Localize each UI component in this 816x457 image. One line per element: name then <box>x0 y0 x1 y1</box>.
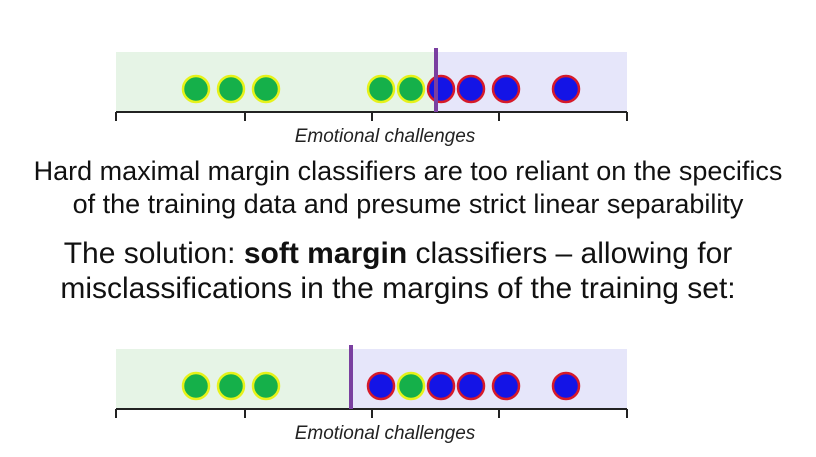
bottom-blue-point-2 <box>456 371 486 401</box>
bottom-blue-point-0 <box>366 371 396 401</box>
bottom-blue-point-1 <box>426 371 456 401</box>
bottom-green-point-1 <box>216 371 246 401</box>
top-axis-label: Emotional challenges <box>294 126 476 147</box>
bottom-blue-point-3 <box>491 371 521 401</box>
soft-prefix: The solution: <box>63 237 244 270</box>
top-classifier-diagram: Emotional challenges <box>0 48 816 158</box>
top-blue-point-1 <box>456 74 486 104</box>
top-blue-point-3 <box>551 74 581 104</box>
bottom-classifier-diagram: Emotional challenges <box>0 345 816 455</box>
top-blue-point-2 <box>491 74 521 104</box>
top-diagram-svg <box>115 48 628 121</box>
soft-margin-text-line-1: The solution: soft margin classifiers – … <box>0 237 806 271</box>
hard-margin-text-line-2: of the training data and presume strict … <box>72 189 744 219</box>
bottom-green-point-3 <box>396 371 426 401</box>
bottom-blue-region <box>351 349 627 409</box>
top-green-point-4 <box>396 74 426 104</box>
top-blue-point-0 <box>426 74 456 104</box>
bottom-green-point-2 <box>251 371 281 401</box>
soft-bold-term: soft margin <box>243 237 408 270</box>
top-green-point-3 <box>366 74 396 104</box>
top-green-point-0 <box>181 74 211 104</box>
bottom-blue-point-4 <box>551 371 581 401</box>
soft-margin-text-line-2: misclassifications in the margins of the… <box>60 272 736 305</box>
top-green-point-2 <box>251 74 281 104</box>
hard-margin-text-line-1: Hard maximal margin classifiers are too … <box>33 156 783 186</box>
soft-suffix: classifiers – allowing for <box>407 237 733 270</box>
bottom-green-point-0 <box>181 371 211 401</box>
top-green-point-1 <box>216 74 246 104</box>
bottom-diagram-svg <box>115 345 628 418</box>
bottom-axis-label: Emotional challenges <box>294 423 476 444</box>
